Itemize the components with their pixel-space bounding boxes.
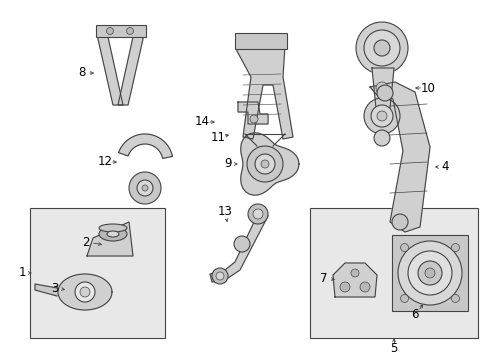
- Bar: [309, 208, 477, 338]
- Bar: [391, 235, 467, 311]
- Circle shape: [417, 261, 441, 285]
- Circle shape: [424, 268, 434, 278]
- Polygon shape: [238, 102, 267, 124]
- Circle shape: [397, 241, 461, 305]
- Circle shape: [126, 27, 133, 35]
- Circle shape: [450, 294, 459, 302]
- Circle shape: [355, 22, 407, 74]
- Circle shape: [234, 236, 249, 252]
- Circle shape: [391, 214, 407, 230]
- Polygon shape: [35, 284, 57, 296]
- Circle shape: [137, 180, 153, 196]
- Circle shape: [249, 115, 258, 123]
- Ellipse shape: [99, 224, 127, 232]
- Text: 5: 5: [389, 342, 397, 355]
- Circle shape: [216, 272, 224, 280]
- Circle shape: [80, 287, 90, 297]
- Circle shape: [252, 209, 263, 219]
- Polygon shape: [332, 263, 376, 297]
- Text: 7: 7: [320, 271, 327, 284]
- Circle shape: [400, 294, 407, 302]
- Circle shape: [254, 154, 274, 174]
- Circle shape: [339, 282, 349, 292]
- Bar: [96, 25, 146, 37]
- Circle shape: [375, 82, 387, 94]
- Polygon shape: [87, 222, 133, 256]
- Circle shape: [129, 172, 161, 204]
- Polygon shape: [369, 82, 429, 232]
- Circle shape: [373, 40, 389, 56]
- Circle shape: [142, 185, 148, 191]
- Polygon shape: [240, 133, 298, 195]
- Text: 10: 10: [420, 81, 434, 94]
- Polygon shape: [371, 68, 393, 108]
- Ellipse shape: [99, 227, 127, 241]
- Text: 9: 9: [224, 157, 231, 171]
- Circle shape: [450, 244, 459, 252]
- Text: 11: 11: [210, 131, 225, 144]
- Circle shape: [376, 85, 392, 101]
- Text: 13: 13: [217, 206, 232, 219]
- Circle shape: [373, 130, 389, 146]
- Polygon shape: [209, 208, 267, 282]
- Circle shape: [212, 268, 227, 284]
- Circle shape: [261, 160, 268, 168]
- Circle shape: [359, 282, 369, 292]
- Circle shape: [75, 282, 95, 302]
- Polygon shape: [237, 37, 292, 139]
- Polygon shape: [58, 274, 112, 310]
- Circle shape: [363, 30, 399, 66]
- Polygon shape: [118, 33, 142, 105]
- Polygon shape: [119, 134, 172, 158]
- Circle shape: [400, 244, 407, 252]
- Ellipse shape: [107, 231, 119, 237]
- Circle shape: [247, 204, 267, 224]
- Circle shape: [246, 146, 283, 182]
- Text: 6: 6: [410, 309, 418, 321]
- Circle shape: [376, 111, 386, 121]
- Text: 2: 2: [82, 235, 90, 248]
- Circle shape: [407, 251, 451, 295]
- Text: 1: 1: [18, 266, 26, 279]
- Text: 8: 8: [78, 67, 85, 80]
- Bar: [235, 33, 286, 49]
- Circle shape: [350, 269, 358, 277]
- Text: 3: 3: [51, 282, 59, 294]
- Polygon shape: [98, 33, 123, 105]
- Circle shape: [370, 105, 392, 127]
- Circle shape: [363, 98, 399, 134]
- Text: 12: 12: [97, 156, 112, 168]
- Circle shape: [106, 27, 113, 35]
- Bar: [30, 208, 164, 338]
- Text: 4: 4: [440, 161, 448, 174]
- Text: 14: 14: [194, 116, 209, 129]
